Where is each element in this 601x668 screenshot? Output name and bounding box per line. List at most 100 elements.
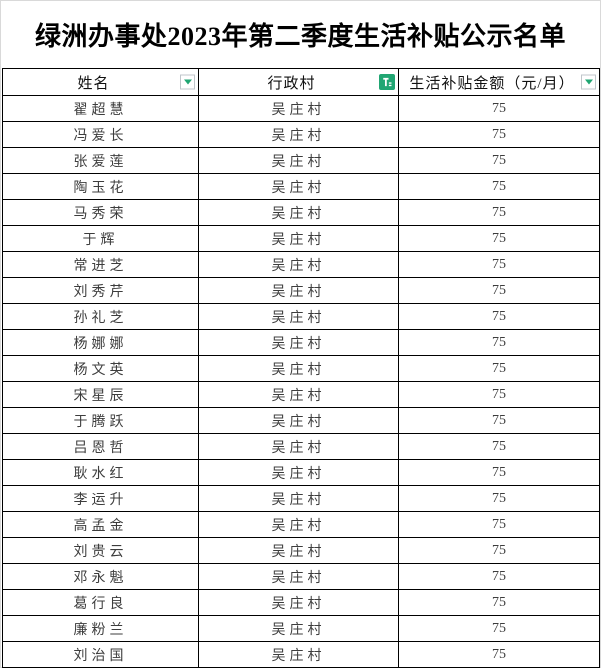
table-row: 杨娜娜 吴庄村 75 — [2, 329, 600, 356]
filter-dropdown-button[interactable] — [180, 74, 195, 90]
page-title: 绿洲办事处2023年第二季度生活补贴公示名单 — [34, 22, 566, 51]
cell-village[interactable]: 吴庄村 — [198, 511, 399, 538]
table-row: 李运升 吴庄村 75 — [2, 485, 600, 512]
cell-name[interactable]: 葛行良 — [2, 589, 199, 616]
cell-amount[interactable]: 75 — [398, 225, 600, 252]
cell-amount[interactable]: 75 — [398, 589, 600, 616]
cell-amount[interactable]: 75 — [398, 95, 600, 122]
cell-name[interactable]: 刘治国 — [2, 641, 199, 668]
table-header: 姓名 行政村 — [2, 68, 600, 96]
table-row: 冯爱长 吴庄村 75 — [2, 121, 600, 148]
cell-amount[interactable]: 75 — [398, 199, 600, 226]
cell-amount[interactable]: 75 — [398, 355, 600, 382]
table-row: 刘治国 吴庄村 75 — [2, 641, 600, 668]
cell-village[interactable]: 吴庄村 — [198, 173, 399, 200]
cell-village[interactable]: 吴庄村 — [198, 277, 399, 304]
cell-village[interactable]: 吴庄村 — [198, 459, 399, 486]
cell-name[interactable]: 常进芝 — [2, 251, 199, 278]
cell-name[interactable]: 李运升 — [2, 485, 199, 512]
cell-amount[interactable]: 75 — [398, 433, 600, 460]
table-row: 翟超慧 吴庄村 75 — [2, 95, 600, 122]
cell-amount[interactable]: 75 — [398, 615, 600, 642]
cell-name[interactable]: 刘秀芹 — [2, 277, 199, 304]
cell-village[interactable]: 吴庄村 — [198, 199, 399, 226]
funnel-filter-icon — [383, 77, 392, 87]
cell-amount[interactable]: 75 — [398, 329, 600, 356]
subsidy-table: 姓名 行政村 — [2, 68, 600, 668]
cell-name[interactable]: 孙礼芝 — [2, 303, 199, 330]
cell-name[interactable]: 廉粉兰 — [2, 615, 199, 642]
cell-name[interactable]: 耿水红 — [2, 459, 199, 486]
table-row: 刘贵云 吴庄村 75 — [2, 537, 600, 564]
cell-name[interactable]: 冯爱长 — [2, 121, 199, 148]
cell-village[interactable]: 吴庄村 — [198, 303, 399, 330]
cell-village[interactable]: 吴庄村 — [198, 121, 399, 148]
cell-name[interactable]: 邓永魁 — [2, 563, 199, 590]
table-row: 于辉 吴庄村 75 — [2, 225, 600, 252]
cell-village[interactable]: 吴庄村 — [198, 563, 399, 590]
cell-amount[interactable]: 75 — [398, 381, 600, 408]
header-cell-village[interactable]: 行政村 — [198, 68, 399, 96]
cell-name[interactable]: 杨文英 — [2, 355, 199, 382]
cell-village[interactable]: 吴庄村 — [198, 589, 399, 616]
header-cell-name[interactable]: 姓名 — [2, 68, 199, 96]
cell-name[interactable]: 张爱莲 — [2, 147, 199, 174]
table-row: 邓永魁 吴庄村 75 — [2, 563, 600, 590]
table-row: 杨文英 吴庄村 75 — [2, 355, 600, 382]
header-label-village: 行政村 — [267, 75, 316, 92]
header-row: 姓名 行政村 — [2, 68, 600, 96]
table-row: 耿水红 吴庄村 75 — [2, 459, 600, 486]
cell-amount[interactable]: 75 — [398, 303, 600, 330]
cell-amount[interactable]: 75 — [398, 173, 600, 200]
cell-village[interactable]: 吴庄村 — [198, 537, 399, 564]
cell-name[interactable]: 杨娜娜 — [2, 329, 199, 356]
table-row: 马秀荣 吴庄村 75 — [2, 199, 600, 226]
cell-name[interactable]: 翟超慧 — [2, 95, 199, 122]
cell-village[interactable]: 吴庄村 — [198, 381, 399, 408]
cell-amount[interactable]: 75 — [398, 537, 600, 564]
cell-amount[interactable]: 75 — [398, 251, 600, 278]
cell-village[interactable]: 吴庄村 — [198, 329, 399, 356]
cell-name[interactable]: 吕恩哲 — [2, 433, 199, 460]
cell-village[interactable]: 吴庄村 — [198, 225, 399, 252]
cell-village[interactable]: 吴庄村 — [198, 485, 399, 512]
header-cell-amount[interactable]: 生活补贴金额（元/月） — [398, 68, 600, 96]
cell-village[interactable]: 吴庄村 — [198, 147, 399, 174]
cell-village[interactable]: 吴庄村 — [198, 433, 399, 460]
cell-village[interactable]: 吴庄村 — [198, 251, 399, 278]
cell-village[interactable]: 吴庄村 — [198, 615, 399, 642]
cell-amount[interactable]: 75 — [398, 147, 600, 174]
table-row: 葛行良 吴庄村 75 — [2, 589, 600, 616]
table-row: 宋星辰 吴庄村 75 — [2, 381, 600, 408]
cell-amount[interactable]: 75 — [398, 485, 600, 512]
filter-active-button[interactable] — [379, 74, 395, 90]
cell-amount[interactable]: 75 — [398, 459, 600, 486]
cell-amount[interactable]: 75 — [398, 511, 600, 538]
cell-village[interactable]: 吴庄村 — [198, 95, 399, 122]
table-row: 吕恩哲 吴庄村 75 — [2, 433, 600, 460]
table-row: 孙礼芝 吴庄村 75 — [2, 303, 600, 330]
cell-name[interactable]: 于辉 — [2, 225, 199, 252]
cell-name[interactable]: 于腾跃 — [2, 407, 199, 434]
header-label-amount: 生活补贴金额（元/月） — [409, 75, 575, 92]
chevron-down-icon — [584, 79, 593, 85]
cell-amount[interactable]: 75 — [398, 277, 600, 304]
table-row: 于腾跃 吴庄村 75 — [2, 407, 600, 434]
table-row: 高孟金 吴庄村 75 — [2, 511, 600, 538]
cell-village[interactable]: 吴庄村 — [198, 641, 399, 668]
table-row: 常进芝 吴庄村 75 — [2, 251, 600, 278]
cell-name[interactable]: 高孟金 — [2, 511, 199, 538]
cell-amount[interactable]: 75 — [398, 641, 600, 668]
cell-amount[interactable]: 75 — [398, 121, 600, 148]
cell-name[interactable]: 刘贵云 — [2, 537, 199, 564]
header-label-name: 姓名 — [77, 75, 110, 92]
cell-name[interactable]: 马秀荣 — [2, 199, 199, 226]
filter-dropdown-button[interactable] — [581, 74, 596, 90]
cell-village[interactable]: 吴庄村 — [198, 407, 399, 434]
cell-amount[interactable]: 75 — [398, 563, 600, 590]
cell-name[interactable]: 陶玉花 — [2, 173, 199, 200]
cell-name[interactable]: 宋星辰 — [2, 381, 199, 408]
cell-amount[interactable]: 75 — [398, 407, 600, 434]
cell-village[interactable]: 吴庄村 — [198, 355, 399, 382]
